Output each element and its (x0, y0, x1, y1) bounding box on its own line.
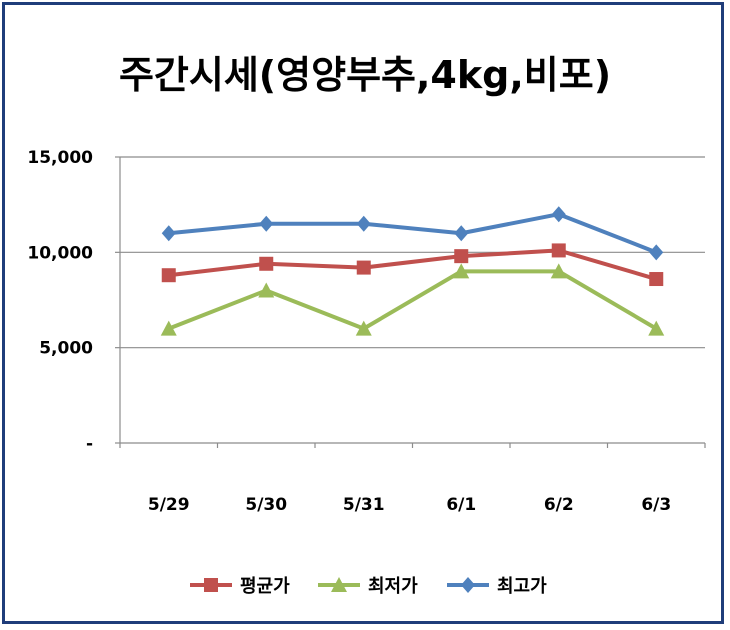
y-tick-label: - (86, 434, 93, 454)
series-line (168, 212, 657, 255)
data-point (453, 263, 470, 279)
series-lines (160, 206, 665, 336)
legend-label: 최고가 (497, 576, 547, 597)
legend-label: 최저가 (368, 576, 418, 597)
legend-item: 최고가 (447, 576, 547, 597)
x-tick-label: 5/29 (148, 495, 190, 515)
data-point (160, 320, 177, 336)
data-point (550, 263, 567, 279)
x-axis-ticks: 5/29 5/30 5/31 6/1 6/2 6/3 (148, 495, 671, 515)
series-2 (161, 206, 664, 261)
data-point (259, 215, 274, 232)
data-point (454, 249, 469, 264)
data-point (161, 268, 176, 283)
data-point (648, 320, 665, 336)
legend-marker (461, 577, 475, 593)
data-point (356, 260, 371, 275)
y-tick-label: 5,000 (39, 339, 93, 359)
y-axis-ticks: - 5,000 10,000 15,000 (27, 148, 93, 454)
legend-marker (204, 578, 218, 592)
chart-frame (2, 2, 724, 624)
y-tick-label: 15,000 (27, 148, 93, 168)
data-point (161, 225, 176, 242)
x-tick-label: 5/30 (245, 495, 287, 515)
legend-item: 최저가 (318, 576, 418, 597)
legend-label: 평균가 (240, 576, 290, 597)
data-point (355, 320, 372, 336)
legend: 평균가 최저가 최고가 (190, 576, 547, 597)
data-point (258, 282, 275, 298)
data-point (454, 225, 469, 242)
legend-marker (331, 577, 347, 592)
legend-item: 평균가 (190, 576, 290, 597)
series-1 (160, 263, 665, 336)
y-tick-label: 10,000 (27, 243, 93, 263)
x-tick-label: 6/2 (544, 495, 574, 515)
series-line (168, 248, 657, 281)
data-point (551, 206, 566, 223)
series-line (168, 269, 658, 331)
data-point (259, 256, 274, 271)
data-point (649, 244, 664, 261)
x-tick-label: 5/31 (343, 495, 385, 515)
data-point (551, 243, 566, 258)
data-point (356, 215, 371, 232)
chart-title: 주간시세(영양부추,4kg,비포) (119, 53, 611, 97)
data-point (649, 272, 664, 287)
x-tick-label: 6/3 (641, 495, 671, 515)
gridlines (120, 156, 705, 349)
series-0 (161, 243, 664, 287)
x-tick-label: 6/1 (446, 495, 476, 515)
axes (115, 156, 706, 448)
